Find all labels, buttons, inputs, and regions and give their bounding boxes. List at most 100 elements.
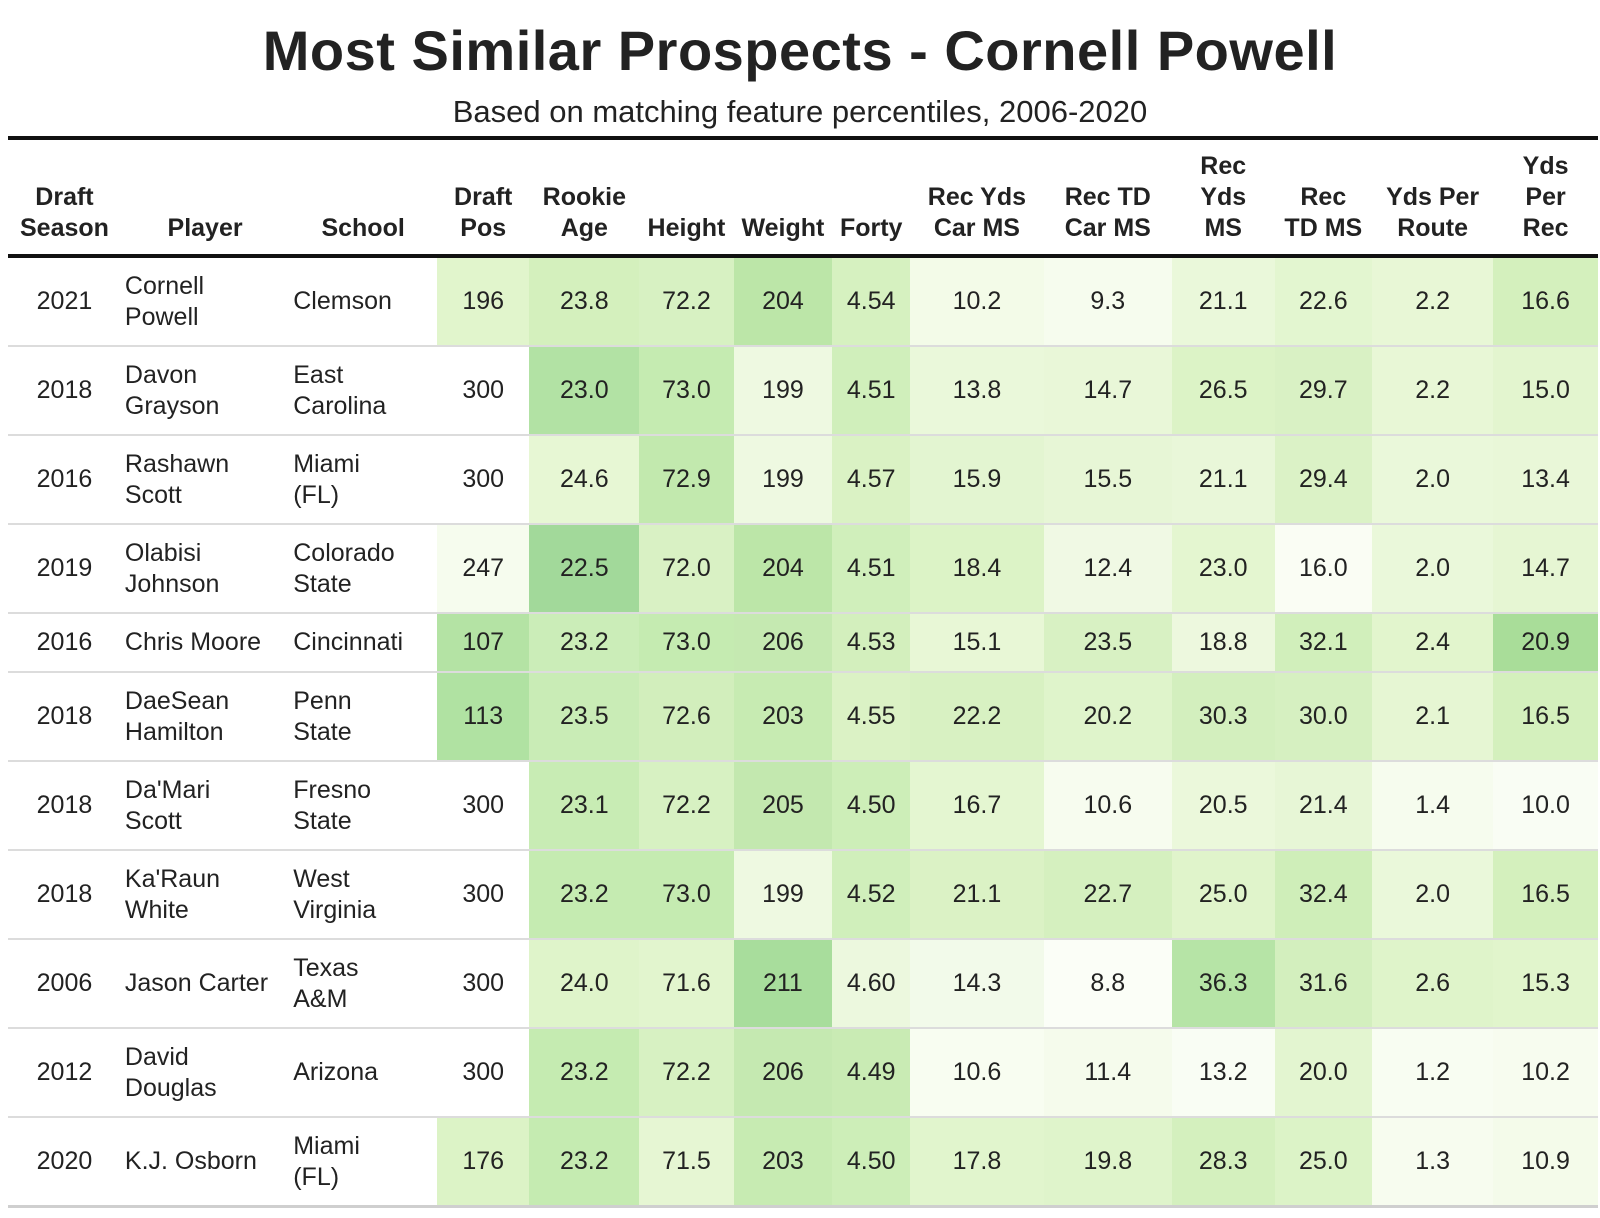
cell-season: 2020 xyxy=(8,1117,121,1208)
cell-rec-yds-ms: 18.8 xyxy=(1171,613,1275,673)
table-body: 2021 Cornell Powell Clemson 196 23.8 72.2 204 4.… xyxy=(8,256,1598,1208)
column-header-draft-pos: Draft Pos xyxy=(437,138,530,258)
cell-player: Rashawn Scott xyxy=(120,435,290,525)
cell-rec-yds-ms: 21.1 xyxy=(1171,435,1275,525)
column-header-player: Player xyxy=(120,138,290,258)
cell-yds-per-rec: 14.7 xyxy=(1493,524,1598,614)
cell-line: White xyxy=(124,895,189,924)
cell-weight: 199 xyxy=(733,850,833,940)
column-header-line: Rec TD xyxy=(1064,183,1151,211)
cell-rec-td-ms: 31.6 xyxy=(1274,939,1373,1029)
cell-height: 72.0 xyxy=(639,524,734,614)
cell-school: Cincinnati xyxy=(289,613,438,673)
table-row: 2018 Ka'Raun White West Virginia 300 23.2 73.0 1… xyxy=(8,850,1598,940)
cell-player: Cornell Powell xyxy=(120,256,290,347)
cell-season: 2019 xyxy=(8,524,121,614)
cell-rec-td-car-ms: 8.8 xyxy=(1043,939,1172,1029)
column-header-height: Height xyxy=(639,138,734,258)
cell-forty: 4.50 xyxy=(832,1117,911,1208)
cell-line: Miami xyxy=(293,449,360,478)
cell-draft-pos: 113 xyxy=(437,672,530,762)
cell-line: Johnson xyxy=(124,569,220,598)
cell-weight: 203 xyxy=(733,672,833,762)
cell-yds-per-route: 1.3 xyxy=(1372,1117,1494,1208)
cell-rec-yds-ms: 36.3 xyxy=(1171,939,1275,1029)
cell-rookie-age: 23.2 xyxy=(529,1028,640,1118)
cell-rec-td-ms: 29.7 xyxy=(1274,346,1373,436)
cell-height: 72.2 xyxy=(639,256,734,347)
cell-weight: 211 xyxy=(733,939,833,1029)
column-header-line: Per xyxy=(1525,183,1566,211)
cell-weight: 205 xyxy=(733,761,833,851)
cell-school: East Carolina xyxy=(289,346,438,436)
column-header-line: Yds xyxy=(1522,152,1569,180)
table-row: 2016 Chris Moore Cincinnati 107 23.2 73.0 206 4… xyxy=(8,613,1598,673)
cell-player: K.J. Osborn xyxy=(120,1117,290,1208)
cell-yds-per-route: 2.2 xyxy=(1372,346,1494,436)
cell-line: Hamilton xyxy=(124,717,224,746)
cell-rec-yds-ms: 21.1 xyxy=(1171,256,1275,347)
cell-yds-per-rec: 10.9 xyxy=(1493,1117,1598,1208)
cell-rec-yds-car-ms: 10.6 xyxy=(910,1028,1044,1118)
column-header-line: Rec xyxy=(1522,214,1569,242)
cell-yds-per-rec: 16.5 xyxy=(1493,850,1598,940)
cell-rec-yds-car-ms: 13.8 xyxy=(910,346,1044,436)
cell-line: Olabisi xyxy=(124,538,202,567)
cell-school: West Virginia xyxy=(289,850,438,940)
cell-draft-pos: 300 xyxy=(437,1028,530,1118)
cell-rec-yds-car-ms: 14.3 xyxy=(910,939,1044,1029)
cell-rec-td-ms: 16.0 xyxy=(1274,524,1373,614)
cell-weight: 206 xyxy=(733,1028,833,1118)
column-header-line: Pos xyxy=(460,214,507,242)
cell-line: Davon xyxy=(124,360,198,389)
cell-yds-per-route: 2.1 xyxy=(1372,672,1494,762)
cell-height: 72.2 xyxy=(639,1028,734,1118)
column-header-season: Draft Season xyxy=(8,138,121,258)
cell-line: Arizona xyxy=(293,1058,378,1086)
cell-line: David xyxy=(124,1042,189,1071)
column-header-school: School xyxy=(289,138,438,258)
cell-rec-td-car-ms: 23.5 xyxy=(1043,613,1172,673)
cell-height: 73.0 xyxy=(639,613,734,673)
table-row: 2018 Davon Grayson East Carolina 300 23.0 73.0 1… xyxy=(8,346,1598,436)
cell-rec-td-car-ms: 14.7 xyxy=(1043,346,1172,436)
column-header-line: MS xyxy=(1204,214,1242,242)
cell-rec-td-ms: 21.4 xyxy=(1274,761,1373,851)
cell-rec-yds-car-ms: 10.2 xyxy=(910,256,1044,347)
cell-line: Rashawn xyxy=(124,449,230,478)
column-header-line: Route xyxy=(1397,214,1469,242)
cell-yds-per-rec: 16.6 xyxy=(1493,256,1598,347)
cell-line: Miami xyxy=(293,1131,360,1160)
cell-school: Arizona xyxy=(289,1028,438,1118)
cell-yds-per-route: 2.4 xyxy=(1372,613,1494,673)
table-row: 2006 Jason Carter Texas A&M 300 24.0 71.6 211 4.… xyxy=(8,939,1598,1029)
table-row: 2019 Olabisi Johnson Colorado State 247 22.5 72… xyxy=(8,524,1598,614)
cell-rec-td-ms: 29.4 xyxy=(1274,435,1373,525)
cell-height: 72.9 xyxy=(639,435,734,525)
column-header-line: Car MS xyxy=(933,214,1020,242)
cell-weight: 204 xyxy=(733,524,833,614)
cell-season: 2012 xyxy=(8,1028,121,1118)
column-header-line: School xyxy=(321,214,405,242)
column-header-line: Yds xyxy=(1200,183,1247,211)
cell-line: DaeSean xyxy=(124,686,230,715)
cell-height: 71.5 xyxy=(639,1117,734,1208)
column-header-line: Season xyxy=(19,214,109,242)
cell-forty: 4.49 xyxy=(832,1028,911,1118)
cell-rookie-age: 24.6 xyxy=(529,435,640,525)
cell-yds-per-rec: 10.2 xyxy=(1493,1028,1598,1118)
cell-rec-td-car-ms: 11.4 xyxy=(1043,1028,1172,1118)
cell-draft-pos: 176 xyxy=(437,1117,530,1208)
cell-rookie-age: 22.5 xyxy=(529,524,640,614)
cell-weight: 203 xyxy=(733,1117,833,1208)
cell-rec-td-car-ms: 9.3 xyxy=(1043,256,1172,347)
cell-line: East xyxy=(293,360,344,389)
cell-school: Miami (FL) xyxy=(289,1117,438,1208)
column-header-line: Draft xyxy=(35,183,94,211)
cell-yds-per-route: 2.0 xyxy=(1372,435,1494,525)
cell-rec-yds-car-ms: 18.4 xyxy=(910,524,1044,614)
cell-school: Colorado State xyxy=(289,524,438,614)
cell-line: Douglas xyxy=(124,1073,217,1102)
cell-rec-td-car-ms: 22.7 xyxy=(1043,850,1172,940)
cell-draft-pos: 300 xyxy=(437,435,530,525)
